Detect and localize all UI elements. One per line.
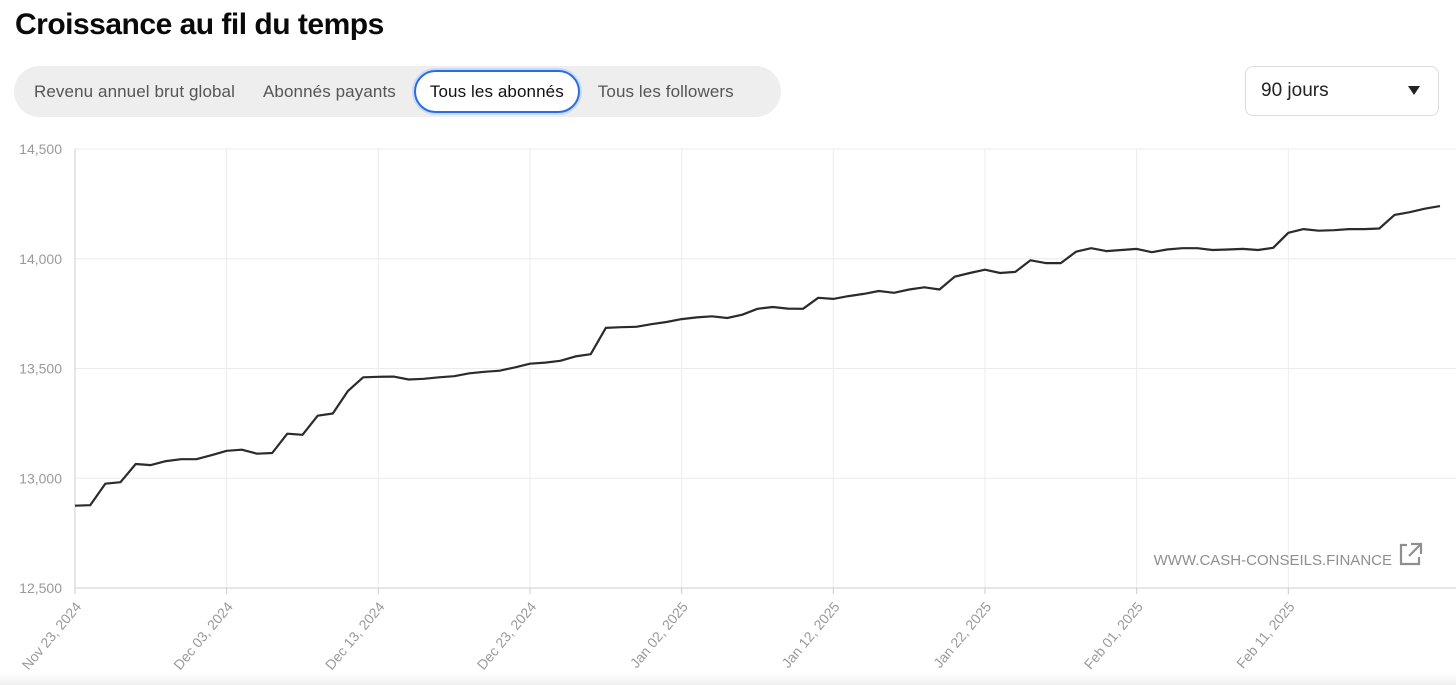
- metric-tabs: Revenu annuel brut global Abonnés payant…: [14, 66, 781, 117]
- series-line: [74, 205, 1441, 507]
- tab-tous-les-followers[interactable]: Tous les followers: [597, 81, 734, 101]
- y-tick-labels: 12,500 13,000 13,500 14,000 14,500: [19, 141, 62, 596]
- grid-lines: [75, 148, 1456, 589]
- period-select[interactable]: 90 jours: [1245, 66, 1439, 116]
- x-tick-label: Dec 03, 2024: [170, 598, 236, 672]
- x-tick-label: Dec 13, 2024: [322, 598, 388, 672]
- y-tick-label: 13,000: [19, 470, 62, 486]
- tab-revenu-annuel-brut-global[interactable]: Revenu annuel brut global: [34, 81, 235, 101]
- external-link-icon[interactable]: [1399, 542, 1423, 566]
- x-tick-label: Jan 22, 2025: [930, 598, 994, 670]
- y-tick-label: 13,500: [19, 361, 62, 377]
- x-tick-label: Feb 11, 2025: [1233, 598, 1298, 671]
- x-tick-label: Jan 12, 2025: [778, 598, 842, 670]
- tab-abonnes-payants[interactable]: Abonnés payants: [262, 81, 396, 101]
- x-tick-label: Jan 02, 2025: [627, 598, 691, 670]
- x-tick-label: Nov 23, 2024: [18, 598, 84, 672]
- x-tick-label: Feb 01, 2025: [1081, 598, 1146, 672]
- page-title: Croissance au fil du temps: [15, 8, 384, 41]
- y-tick-label: 14,000: [19, 251, 62, 267]
- watermark-text: WWW.CASH-CONSEILS.FINANCE: [1154, 552, 1392, 569]
- x-tick-labels: Nov 23, 2024 Dec 03, 2024 Dec 13, 2024 Dec …: [18, 598, 1297, 672]
- period-select-value: 90 jours: [1261, 80, 1329, 101]
- x-tick-label: Dec 23, 2024: [473, 598, 539, 672]
- bottom-fade: [0, 673, 1456, 685]
- y-tick-label: 12,500: [19, 580, 62, 596]
- y-tick-label: 14,500: [19, 141, 62, 157]
- tab-tous-les-abonnes[interactable]: Tous les abonnés: [413, 70, 580, 113]
- axes: [74, 149, 1456, 594]
- caret-down-icon: [1408, 86, 1420, 95]
- growth-line-chart: 12,500 13,000 13,500 14,000 14,500 Nov 23, 2…: [18, 141, 1456, 673]
